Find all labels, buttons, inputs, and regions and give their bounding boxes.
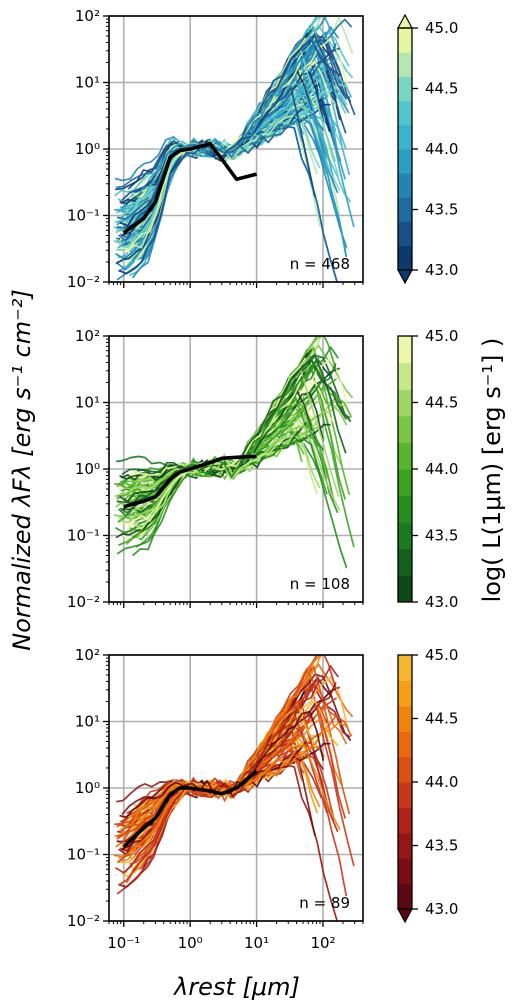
- y-tick-label: 10⁰: [75, 460, 100, 478]
- colorbar-segment: [398, 832, 412, 859]
- sed-curve: [136, 359, 348, 478]
- colorbar-segment: [398, 858, 412, 885]
- x-tick-label: 10⁻¹: [107, 934, 140, 952]
- colorbar-tick-label: 44.0: [425, 140, 458, 158]
- colorbar-segment: [398, 883, 412, 910]
- y-tick-label: 10²: [75, 646, 100, 664]
- colorbar-tick-label: 43.0: [425, 261, 458, 279]
- colorbar-tick-label: 45.0: [425, 327, 458, 345]
- y-axis-label: Normalized λFλ [erg s⁻¹ cm⁻²]: [8, 289, 36, 651]
- sed-curves: [113, 655, 355, 921]
- colorbar-segment: [398, 522, 412, 550]
- y-ticks: 10⁻² 10⁻¹ 10⁰ 10¹ 10²: [67, 327, 109, 611]
- colorbar-segment: [398, 495, 412, 523]
- sample-size-label: n = 468: [290, 255, 350, 273]
- sed-curve: [131, 427, 298, 512]
- colorbar-extend-min: [396, 908, 414, 924]
- colorbar-segment: [398, 221, 412, 247]
- sample-size-label: n = 108: [290, 575, 350, 593]
- panels: 10⁻² 10⁻¹ 10⁰ 10¹ 10² n = 468 43.0 43.5 44.0 44.5…: [67, 7, 458, 952]
- sed-curves: [113, 336, 355, 569]
- colorbar-segment: [398, 731, 412, 758]
- y-tick-label: 10⁻¹: [67, 527, 100, 545]
- colorbar-segment: [398, 442, 412, 470]
- colorbar-segment: [398, 149, 412, 174]
- colorbar: 43.0 43.5 44.0 44.5 45.0: [396, 646, 458, 924]
- sed-curve: [135, 57, 348, 258]
- colorbar-segment: [398, 807, 412, 834]
- colorbar-tick-label: 43.5: [425, 201, 458, 219]
- colorbar-tick-label: 43.0: [425, 593, 458, 611]
- sed-curve: [115, 387, 313, 539]
- colorbar-segment: [398, 655, 412, 681]
- y-tick-label: 10²: [75, 7, 100, 25]
- colorbar-tick-label: 44.0: [425, 773, 458, 791]
- x-tick-label: 10¹: [244, 934, 269, 952]
- colorbar-extend-max: [396, 13, 414, 29]
- median-curve: [122, 141, 258, 235]
- x-tick-label: 10²: [310, 934, 335, 952]
- colorbar-label: log( L(1μm) [erg s⁻¹] ): [478, 338, 506, 603]
- colorbar-tick-label: 45.0: [425, 19, 458, 37]
- sed-curves: [113, 16, 356, 282]
- x-tick-label: 10⁰: [178, 934, 203, 952]
- colorbar-tick-label: 43.5: [425, 527, 458, 545]
- colorbar: 43.0 43.5 44.0 44.5 45.0: [397, 327, 458, 611]
- median-curve: [123, 454, 257, 509]
- colorbar-segment: [398, 52, 412, 77]
- y-tick-label: 10²: [75, 327, 100, 345]
- colorbar-tick-label: 43.0: [425, 900, 458, 918]
- median-curve: [122, 769, 258, 849]
- colorbar-extend-min: [396, 269, 414, 285]
- colorbar-segment: [398, 197, 412, 223]
- colorbar-segment: [398, 469, 412, 497]
- y-tick-label: 10⁻²: [67, 593, 100, 611]
- panel-top: 10⁻² 10⁻¹ 10⁰ 10¹ 10² n = 468 43.0 43.5 44.0 44.5…: [67, 7, 458, 291]
- colorbar-tick-label: 45.0: [425, 646, 458, 664]
- y-ticks: 10⁻² 10⁻¹ 10⁰ 10¹ 10²: [67, 646, 109, 930]
- colorbar-tick-label: 44.0: [425, 460, 458, 478]
- y-tick-label: 10¹: [75, 394, 100, 412]
- colorbar-segment: [398, 705, 412, 732]
- y-tick-label: 10⁻²: [67, 912, 100, 930]
- x-ticks: [108, 282, 364, 288]
- colorbar-segment: [398, 336, 412, 364]
- colorbar-segment: [398, 124, 412, 150]
- y-tick-label: 10⁻¹: [67, 846, 100, 864]
- colorbar-segment: [398, 756, 412, 783]
- colorbar-segment: [398, 173, 412, 198]
- colorbar-segment: [398, 76, 412, 102]
- colorbar-segment: [398, 100, 412, 126]
- sample-size-label: n = 89: [299, 894, 350, 912]
- x-axis-label: λrest [μm]: [172, 973, 300, 1001]
- x-ticks: 10⁻¹ 10⁰ 10¹ 10²: [107, 921, 364, 952]
- y-tick-label: 10¹: [75, 74, 100, 92]
- colorbar-segment: [398, 389, 412, 417]
- panel-middle: 10⁻² 10⁻¹ 10⁰ 10¹ 10² n = 108 43.0 43.5 44.0 44.5…: [67, 327, 458, 611]
- colorbar-segment: [398, 28, 412, 53]
- colorbar-segment: [398, 575, 412, 603]
- y-tick-label: 10⁰: [75, 140, 100, 158]
- colorbar-segment: [398, 680, 412, 707]
- colorbar-segment: [398, 548, 412, 576]
- y-tick-label: 10⁻¹: [67, 207, 100, 225]
- y-ticks: 10⁻² 10⁻¹ 10⁰ 10¹ 10²: [67, 7, 109, 291]
- colorbar-tick-label: 44.5: [425, 710, 458, 728]
- colorbar-segment: [398, 415, 412, 443]
- colorbar: 43.0 43.5 44.0 44.5 45.0: [396, 13, 458, 285]
- colorbar-segment: [398, 245, 412, 271]
- colorbar-tick-label: 43.5: [425, 837, 458, 855]
- colorbar-segment: [398, 782, 412, 808]
- panel-bottom: 10⁻² 10⁻¹ 10⁰ 10¹ 10² 10⁻¹ 10⁰ 10¹ 10² n = 89 43.0…: [67, 646, 458, 952]
- y-tick-label: 10⁰: [75, 779, 100, 797]
- colorbar-tick-label: 44.5: [425, 394, 458, 412]
- colorbar-segment: [398, 362, 412, 390]
- y-tick-label: 10⁻²: [67, 273, 100, 291]
- y-tick-label: 10¹: [75, 713, 100, 731]
- x-ticks: [108, 602, 364, 608]
- colorbar-tick-label: 44.5: [425, 80, 458, 98]
